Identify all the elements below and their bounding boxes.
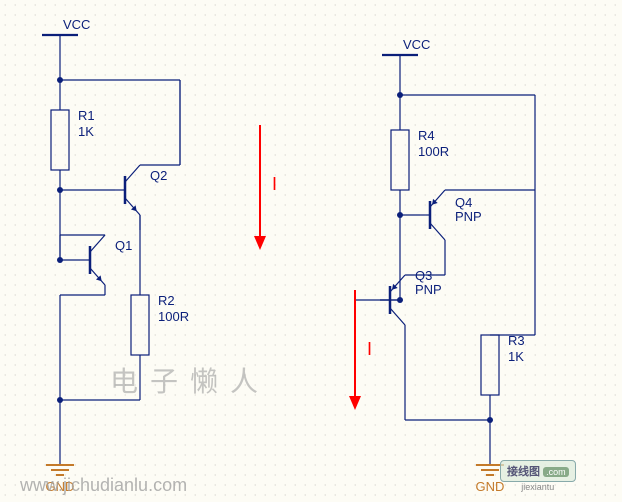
svg-text:GND: GND — [46, 479, 75, 494]
svg-text:Q3: Q3 — [415, 268, 432, 283]
svg-text:VCC: VCC — [403, 37, 430, 52]
svg-text:R4: R4 — [418, 128, 435, 143]
svg-text:R3: R3 — [508, 333, 525, 348]
svg-text:R2: R2 — [158, 293, 175, 308]
svg-text:1K: 1K — [78, 124, 94, 139]
svg-text:Q1: Q1 — [115, 238, 132, 253]
svg-text:100R: 100R — [418, 144, 449, 159]
svg-text:VCC: VCC — [63, 17, 90, 32]
svg-text:Q4: Q4 — [455, 195, 472, 210]
svg-text:I: I — [272, 174, 277, 194]
svg-text:100R: 100R — [158, 309, 189, 324]
svg-text:GND: GND — [476, 479, 505, 494]
svg-text:PNP: PNP — [415, 282, 442, 297]
svg-text:Q2: Q2 — [150, 168, 167, 183]
svg-text:I: I — [367, 339, 372, 359]
svg-text:1K: 1K — [508, 349, 524, 364]
svg-text:R1: R1 — [78, 108, 95, 123]
svg-text:PNP: PNP — [455, 209, 482, 224]
